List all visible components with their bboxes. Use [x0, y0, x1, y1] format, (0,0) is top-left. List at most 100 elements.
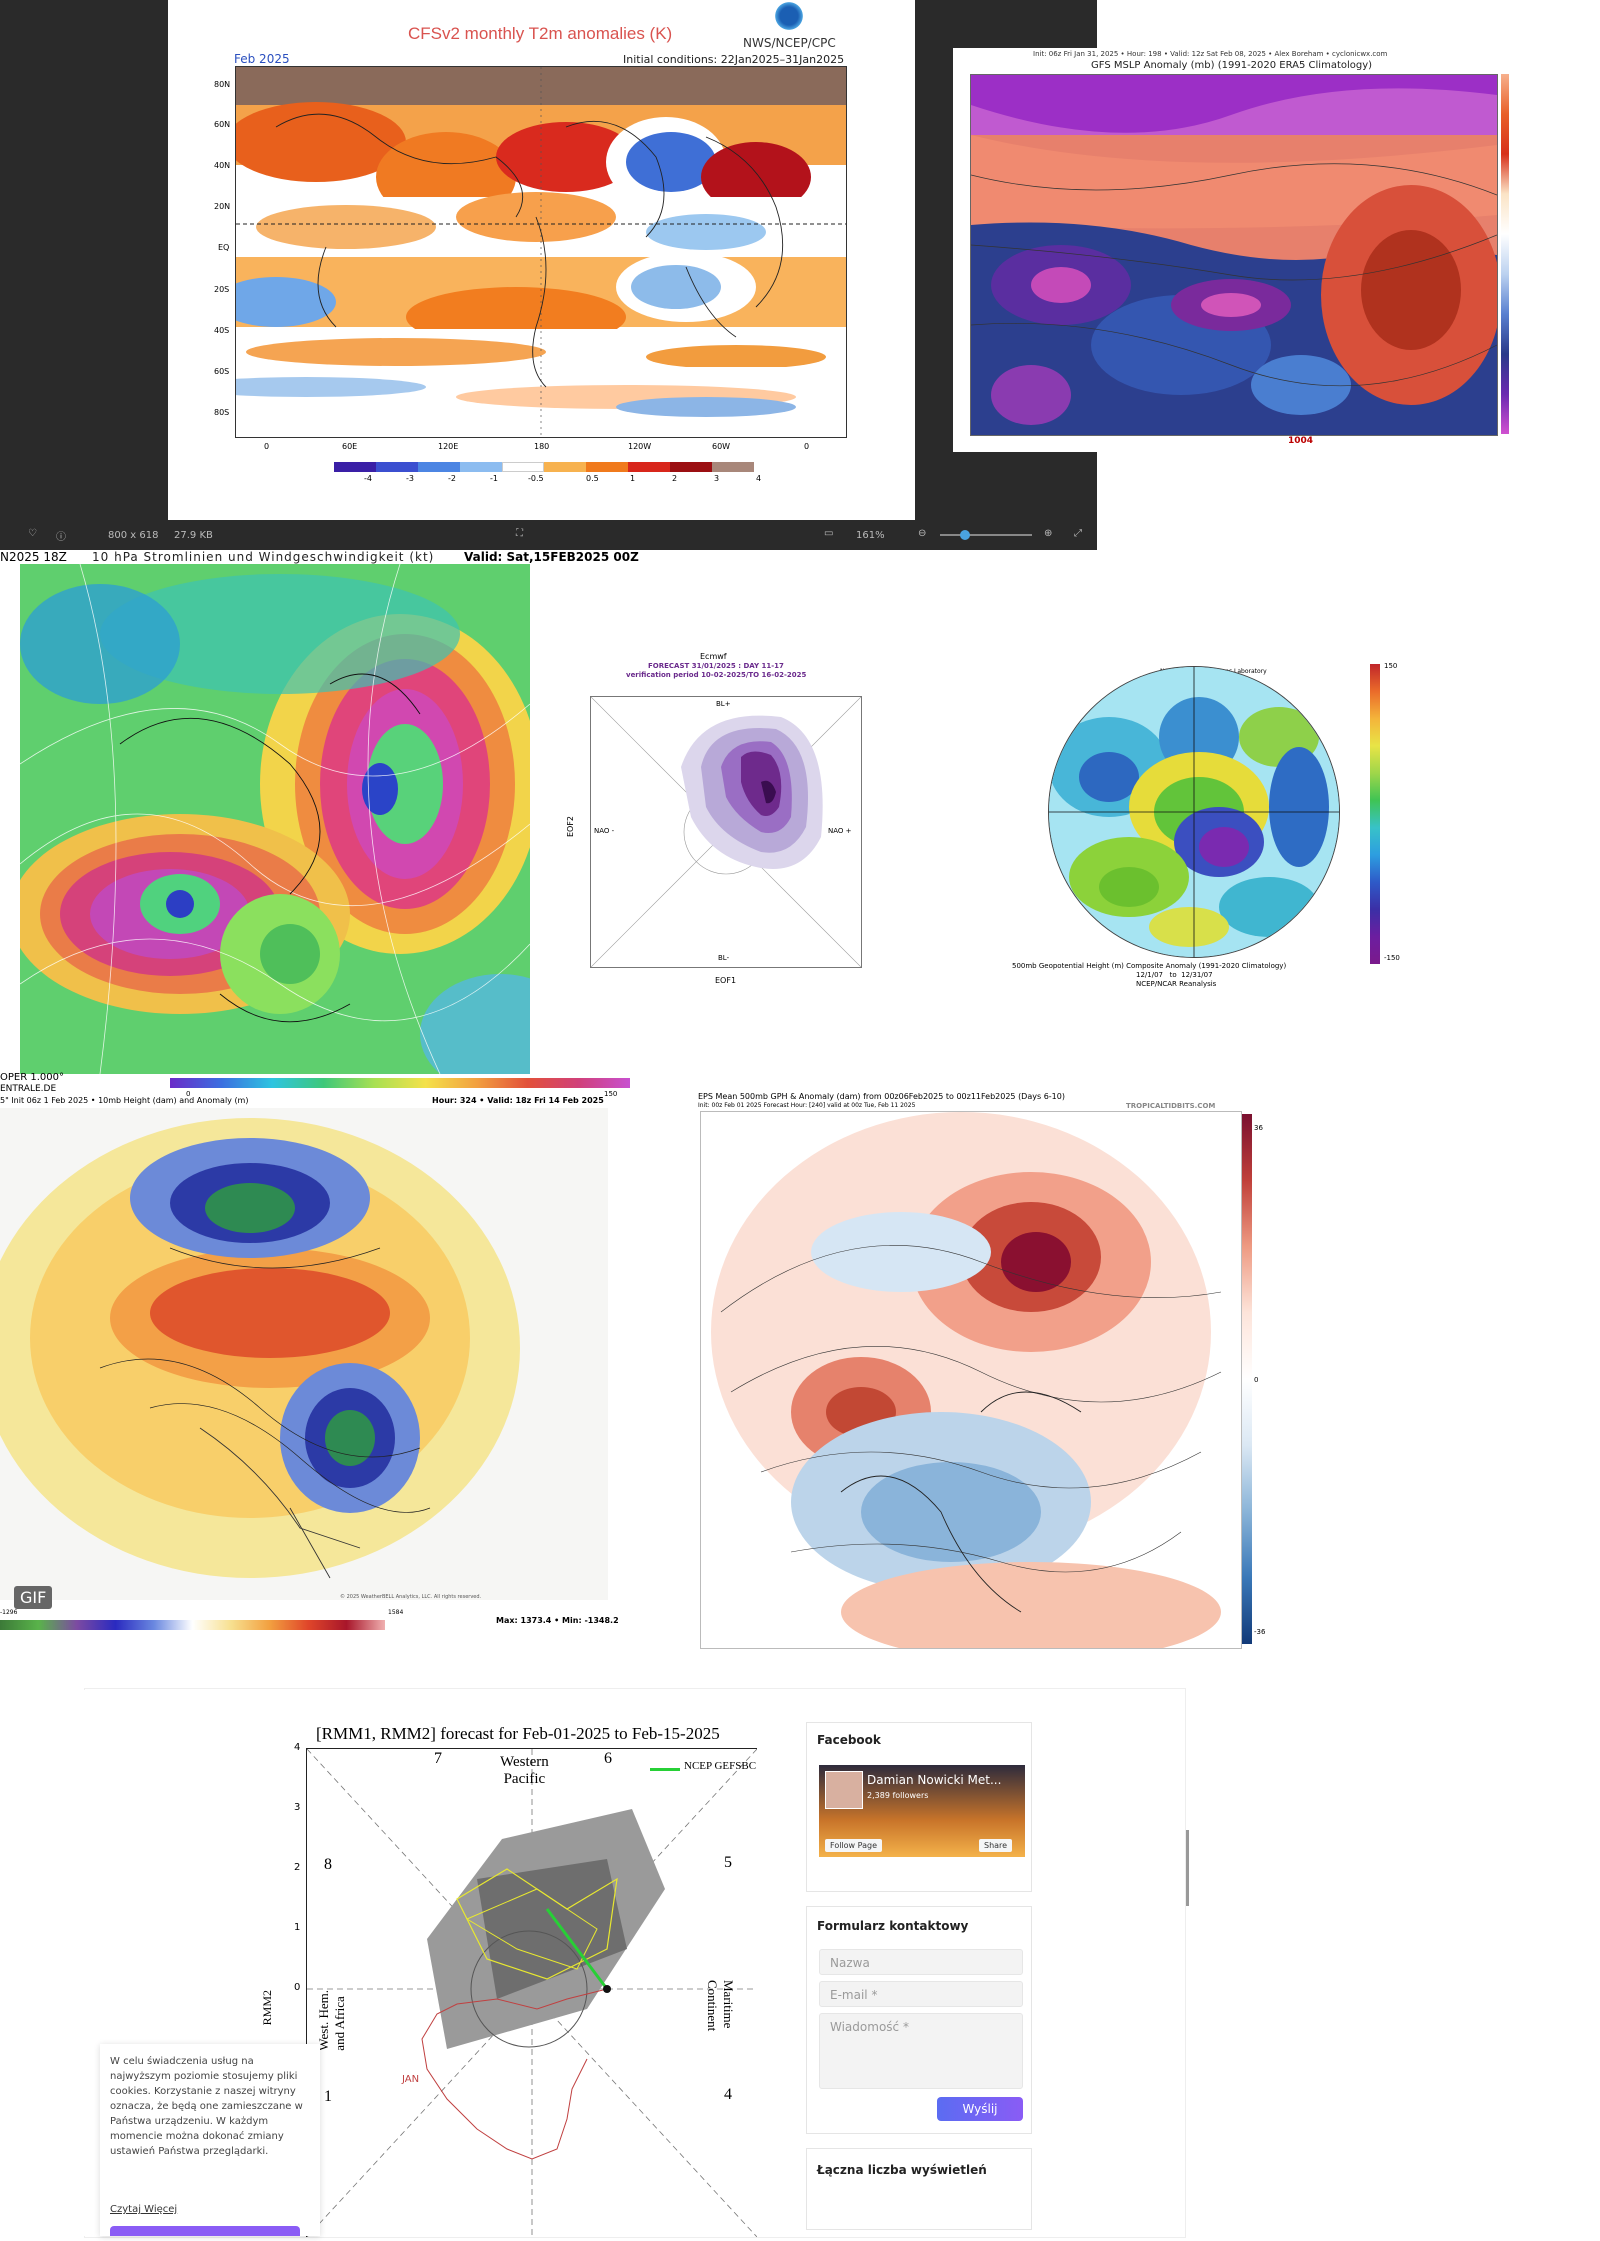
eps-scale-top: 36: [1254, 1124, 1263, 1132]
mjo-legend-line: [650, 1768, 680, 1771]
eps-title: EPS Mean 500mb GPH & Anomaly (dam) from …: [698, 1092, 1065, 1101]
eps-scale-bottom: -36: [1254, 1628, 1266, 1636]
cfs-lon-180: 180: [534, 442, 550, 451]
cookie-accept-button[interactable]: [110, 2226, 300, 2236]
cfs-lon-60e: 60E: [342, 442, 358, 451]
cfs-lon-0b: 0: [804, 442, 810, 451]
views-heading: Łączna liczba wyświetleń: [817, 2163, 987, 2177]
message-textarea[interactable]: Wiadomość *: [819, 2013, 1023, 2089]
cfs-map: [235, 66, 847, 438]
zoom-in-icon[interactable]: ⊕: [1044, 528, 1053, 539]
gfs-scale: [1501, 74, 1509, 434]
cfs-lat-40s: 40S: [214, 326, 230, 335]
gfs-header: Init: 06z Fri Jan 31, 2025 • Hour: 198 •…: [1033, 50, 1388, 58]
noaa-caption1: 500mb Geopotential Height (m) Composite …: [1012, 962, 1287, 970]
email-input[interactable]: E-mail *: [819, 1981, 1023, 2007]
wb-map: [0, 1108, 608, 1600]
ecmwf-plot: [590, 696, 862, 968]
mjo-ytick-1: 1: [294, 1922, 301, 1933]
fb-follow-button[interactable]: Follow Page: [825, 1839, 883, 1852]
mjo-phase-1: 1: [324, 2088, 332, 2105]
wb-hour: Hour: 324 • Valid: 18z Fri 14 Feb 2025: [432, 1096, 604, 1105]
fb-followers: 2,389 followers: [867, 1791, 929, 1800]
eps-sub: Init: 00z Feb 01 2025 Forecast Hour: [24…: [698, 1102, 916, 1109]
cfs-legend-m2: -2: [448, 474, 456, 483]
noaa-map: [1048, 666, 1340, 958]
fb-page-name[interactable]: Damian Nowicki Met...: [867, 1773, 1002, 1787]
cfs-legend-m3: -3: [406, 474, 414, 483]
cfs-legend-m05: -0.5: [528, 474, 544, 483]
gfs-title: GFS MSLP Anomaly (mb) (1991-2020 ERA5 Cl…: [1091, 60, 1373, 71]
strat-oper: OPER 1.000°: [0, 1072, 64, 1083]
eps-scale: [1242, 1114, 1252, 1644]
strat-scale-150: 150: [604, 1090, 618, 1098]
ecmwf-panel: Ecmwf FORECAST 31/01/2025 : DAY 11-17 ve…: [558, 652, 878, 988]
zoom-out-icon[interactable]: ⊖: [918, 528, 927, 539]
mjo-phase-6: 6: [604, 1750, 612, 1767]
cfs-lon-60w: 60W: [712, 442, 731, 451]
noaa-scale-bottom: -150: [1384, 954, 1400, 962]
noaa-scale: [1370, 664, 1380, 964]
strat-scale-0: 0: [186, 1090, 191, 1098]
mjo-phase-4: 4: [724, 2086, 732, 2103]
noaa-scale-top: 150: [1384, 662, 1398, 670]
eps-site: TROPICALTIDBITS.COM: [1126, 1102, 1216, 1110]
mjo-ylabel: RMM2: [260, 1990, 274, 2026]
cookie-read-more[interactable]: Czytaj Więcej: [110, 2204, 178, 2215]
ecmwf-line3: verification period 10-02-2025/TO 16-02-…: [626, 671, 807, 679]
cfs-source: NWS/NCEP/CPC: [743, 36, 836, 50]
cfs-panel: CFSv2 monthly T2m anomalies (K) NWS/NCEP…: [168, 0, 915, 520]
heart-icon[interactable]: ♡: [28, 528, 37, 539]
cookie-text: W celu świadczenia usług na najwyższym p…: [110, 2056, 303, 2157]
cfs-title: CFSv2 monthly T2m anomalies (K): [408, 24, 673, 43]
cfs-lat-eq: EQ: [218, 243, 230, 252]
mjo-phase-7: 7: [434, 1750, 442, 1767]
mjo-phase-5: 5: [724, 1854, 732, 1871]
facebook-card[interactable]: Damian Nowicki Met... 2,389 followers Fo…: [819, 1765, 1025, 1857]
cfs-legend-1: 1: [630, 474, 636, 483]
cfs-lat-40n: 40N: [214, 161, 231, 170]
ecmwf-nao-minus: NAO -: [594, 827, 615, 835]
fit-icon[interactable]: ⛶: [516, 528, 523, 539]
eps-map: [700, 1111, 1242, 1649]
cookie-notice: W celu świadczenia usług na najwyższym p…: [100, 2044, 320, 2236]
mjo-ytick-4: 4: [294, 1742, 301, 1753]
cfs-lon-0: 0: [264, 442, 270, 451]
wb-gif-badge[interactable]: GIF: [14, 1586, 53, 1609]
cfs-month: Feb 2025: [234, 52, 290, 66]
mjo-jan-label: JAN: [402, 2074, 420, 2085]
strat-run: N2025 18Z: [0, 550, 67, 564]
cfs-lon-120w: 120W: [628, 442, 652, 451]
name-input[interactable]: Nazwa: [819, 1949, 1023, 1975]
wb-maxmin: Max: 1373.4 • Min: -1348.2: [496, 1616, 619, 1625]
cfs-legend-2: 2: [672, 474, 678, 483]
ecmwf-nao-plus: NAO +: [828, 827, 852, 835]
cfs-legend-4: 4: [756, 474, 762, 483]
image-size: 27.9 KB: [174, 530, 213, 541]
zoom-slider-knob[interactable]: [960, 530, 970, 540]
fb-share-button[interactable]: Share: [979, 1839, 1013, 1852]
zoom-level[interactable]: 161%: [856, 530, 885, 541]
info-icon[interactable]: ⓘ: [56, 532, 66, 543]
zoom-slider[interactable]: [940, 530, 1032, 540]
cfs-lat-80n: 80N: [214, 80, 231, 89]
expand-icon[interactable]: ⤢: [1074, 528, 1082, 539]
viewer-toolbar: ♡ ⓘ 800 x 618 27.9 KB ⛶ ▭ 161% ⊖ ⊕ ⤢: [0, 522, 1097, 548]
mjo-axes: [306, 1748, 758, 2238]
noaa-logo: [773, 0, 805, 32]
strat-map: [20, 564, 530, 1074]
contact-form-heading: Formularz kontaktowy: [817, 1919, 969, 1933]
scrollbar-thumb[interactable]: [1186, 1830, 1189, 1906]
screen-icon[interactable]: ▭: [824, 528, 834, 539]
ecmwf-ylabel: EOF2: [566, 815, 576, 838]
ecmwf-xlabel: EOF1: [715, 976, 737, 985]
cfs-lat-20s: 20S: [214, 285, 230, 294]
mjo-phase-8: 8: [324, 1856, 332, 1873]
send-button[interactable]: Wyślij: [937, 2097, 1023, 2121]
cfs-legend-m1: -1: [490, 474, 498, 483]
mjo-legend-label: NCEP GEFSBC: [684, 1760, 757, 1772]
facebook-heading: Facebook: [817, 1733, 881, 1747]
noaa-caption2: 12/1/07 to 12/31/07: [1136, 971, 1213, 979]
cfs-initial-conditions: Initial conditions: 22Jan2025–31Jan2025: [623, 53, 845, 66]
cfs-legend-05: 0.5: [586, 474, 599, 483]
